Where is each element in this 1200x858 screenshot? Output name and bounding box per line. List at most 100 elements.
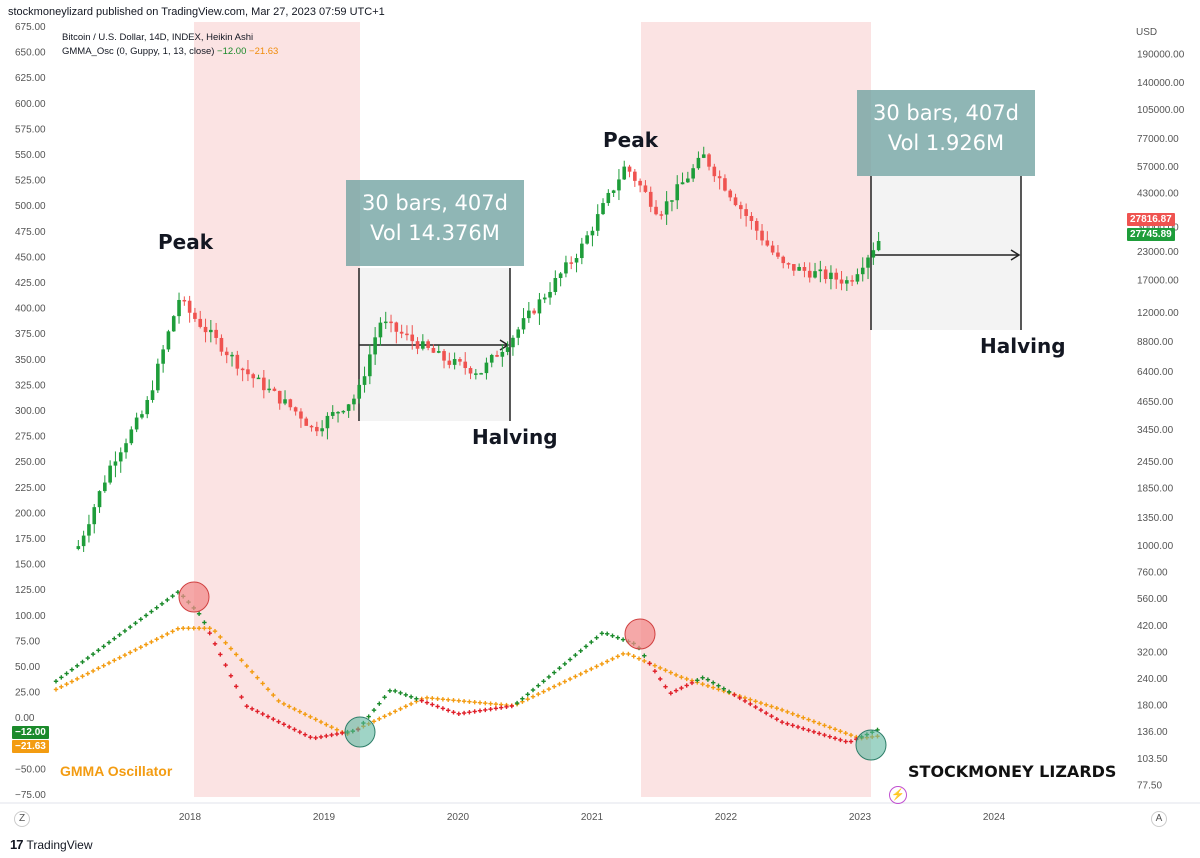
left-tick-label: 650.00 [15, 48, 46, 59]
candle-body [362, 376, 367, 385]
candle-body [458, 359, 462, 362]
candle-body [739, 205, 743, 210]
candle-body [664, 201, 669, 215]
auto-scale-button[interactable]: A [1151, 811, 1167, 827]
candle-body [198, 318, 203, 327]
right-tick-label: 1850.00 [1137, 483, 1174, 494]
candle-body [765, 240, 770, 246]
left-tick-label: 200.00 [15, 508, 46, 519]
bear-shade-2 [641, 22, 871, 797]
candle-body [733, 197, 738, 206]
candle-body [792, 264, 796, 271]
left-tick-label: 275.00 [15, 432, 46, 443]
candle-body [124, 443, 128, 453]
candle-body [781, 256, 786, 264]
candle-body [648, 191, 653, 207]
right-tick-label: 12000.00 [1137, 308, 1179, 319]
left-axis: 675.00 650.00 625.00 600.00 575.00 550.00 525.… [15, 22, 46, 801]
indicator-line[interactable]: GMMA_Osc (0, Guppy, 1, 13, close) −12.00… [62, 46, 278, 57]
left-tick-label: 450.00 [15, 252, 46, 263]
candle-body [103, 482, 107, 492]
candle-body [754, 220, 759, 231]
candle-body [728, 190, 733, 198]
candle-body [145, 399, 150, 415]
candle-body [760, 230, 764, 241]
candle-body [87, 524, 91, 536]
zoom-button[interactable]: Z [14, 811, 30, 827]
bear-shade-1 [194, 22, 360, 797]
candle-body [394, 322, 399, 332]
x-tick-label: 2021 [581, 812, 604, 823]
candle-body [654, 206, 658, 215]
candle-body [839, 279, 844, 284]
peak-label-2: Peak [603, 128, 659, 152]
candle-body [866, 257, 870, 268]
candle-body [680, 182, 685, 185]
candle-body [378, 322, 383, 338]
right-tick-label: 140000.00 [1137, 78, 1185, 89]
candle-body [97, 491, 102, 508]
candle-body [876, 240, 881, 251]
candle-body [823, 269, 828, 280]
candle-body [113, 461, 118, 466]
candle-body [776, 252, 780, 257]
candle-body [230, 354, 234, 357]
candle-body [696, 157, 701, 169]
candle-body [177, 299, 181, 317]
candle-body [293, 407, 298, 412]
candle-body [829, 272, 833, 280]
buy-signal-circle-2 [855, 729, 887, 761]
symbol-line[interactable]: Bitcoin / U.S. Dollar, 14D, INDEX, Heiki… [62, 32, 254, 43]
candle-body [346, 404, 351, 411]
candle-body [511, 337, 515, 348]
candle-body [421, 341, 425, 349]
candle-body [92, 507, 97, 525]
measure-box-2-line1: 30 bars, 407d [873, 101, 1019, 125]
candle-body [209, 329, 213, 333]
left-tick-label: 575.00 [15, 124, 46, 135]
candle-body [214, 329, 218, 338]
candle-body [590, 230, 595, 236]
right-tick-label: 17000.00 [1137, 276, 1179, 287]
candle-body [368, 354, 372, 377]
candle-body [850, 280, 854, 282]
right-tick-label: 136.00 [1137, 727, 1168, 738]
candle-body [150, 390, 155, 400]
candle-body [129, 429, 134, 444]
left-tick-label: 350.00 [15, 355, 46, 366]
candle-body [638, 180, 642, 186]
candle-body [156, 363, 160, 391]
x-tick-label: 2024 [983, 812, 1006, 823]
candle-body [744, 209, 748, 216]
brand-label: STOCKMONEY LIZARDS [908, 762, 1117, 781]
candle-body [288, 399, 293, 408]
left-tick-label: 625.00 [15, 73, 46, 84]
x-axis: 2018 2019 2020 2021 2022 2023 2024 [0, 802, 1200, 823]
left-tick-label: −75.00 [15, 790, 46, 801]
right-tick-label: 105000.00 [1137, 105, 1185, 116]
left-tick-label: 225.00 [15, 483, 46, 494]
right-tick-label: 57000.00 [1137, 162, 1179, 173]
candle-body [447, 360, 452, 365]
right-tick-label: 103.50 [1137, 754, 1168, 765]
left-tick-label: 375.00 [15, 329, 46, 340]
candle-body [633, 171, 637, 181]
x-tick-label: 2019 [313, 812, 336, 823]
candle-body [463, 361, 468, 369]
left-tick-label: 150.00 [15, 560, 46, 571]
candle-body [643, 185, 648, 192]
candle-body [532, 310, 536, 314]
candle-body [564, 262, 568, 274]
candle-body [219, 337, 224, 352]
sell-signal-circle-2 [624, 618, 656, 650]
candle-body [712, 166, 717, 177]
candle-body [336, 411, 340, 414]
x-tick-label: 2022 [715, 812, 738, 823]
candle-body [601, 203, 605, 215]
price-tag-red: 27816.87 [1127, 213, 1175, 226]
candle-body [315, 426, 319, 432]
halving-label-2: Halving [980, 334, 1066, 358]
left-tick-label: −50.00 [15, 764, 46, 775]
candle-body [489, 354, 494, 363]
